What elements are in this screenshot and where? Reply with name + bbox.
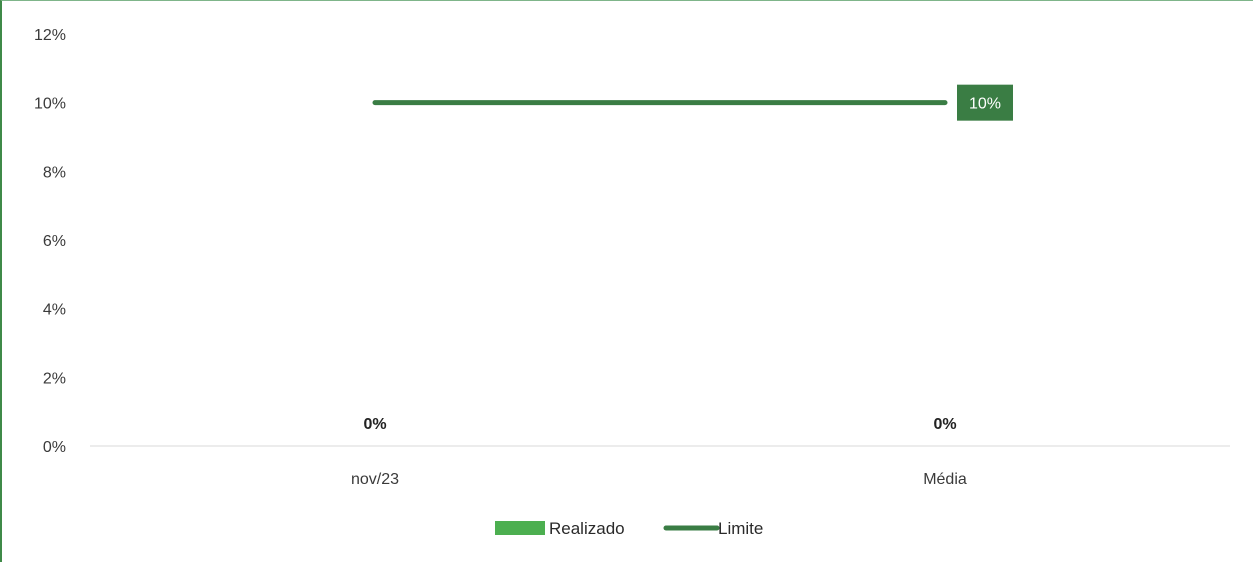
legend: Realizado Limite [495, 519, 763, 538]
y-tick-label: 4% [43, 302, 66, 319]
realizado-data-labels: 0% 0% [363, 416, 956, 433]
legend-label-realizado: Realizado [549, 519, 625, 538]
y-tick-label: 12% [34, 27, 66, 44]
y-axis-ticks: 0% 2% 4% 6% 8% 10% 12% [34, 27, 66, 456]
legend-label-limite: Limite [718, 519, 763, 538]
data-label-realizado: 0% [933, 416, 956, 433]
legend-item-limite: Limite [663, 519, 763, 538]
legend-item-realizado: Realizado [495, 519, 625, 538]
x-category-label: nov/23 [351, 471, 399, 488]
y-tick-label: 2% [43, 370, 66, 387]
data-label-realizado: 0% [363, 416, 386, 433]
limit-label-box [957, 84, 1013, 121]
limit-series: 10% [372, 84, 1013, 121]
y-tick-label: 8% [43, 164, 66, 181]
y-tick-label: 6% [43, 233, 66, 250]
y-tick-label: 0% [43, 439, 66, 456]
x-axis-categories: nov/23 Média [351, 471, 967, 488]
legend-swatch-realizado [495, 521, 545, 535]
limit-end-label: 10% [957, 84, 1013, 121]
x-category-label: Média [923, 471, 967, 488]
limit-label-text: 10% [969, 96, 1001, 113]
y-tick-label: 10% [34, 96, 66, 113]
